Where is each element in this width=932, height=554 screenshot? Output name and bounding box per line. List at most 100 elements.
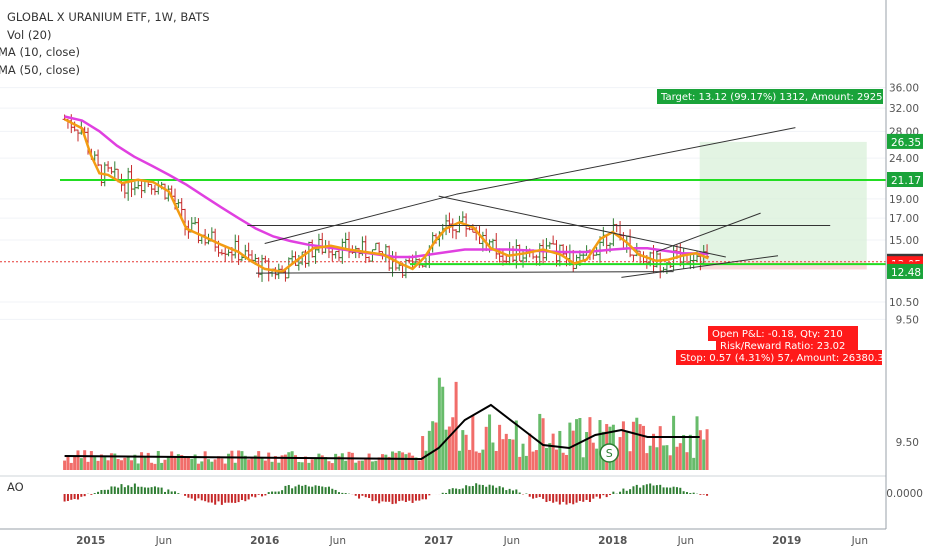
ao-bar (298, 485, 300, 494)
ao-bar (308, 486, 310, 494)
ao-bar (649, 483, 651, 494)
ao-bar (294, 486, 296, 494)
volume-bar (495, 451, 498, 470)
ao-bar (642, 485, 644, 494)
volume-bar (301, 462, 304, 470)
volume-bar (639, 424, 642, 470)
ao-bar (100, 490, 102, 494)
ao-bar (572, 494, 574, 504)
ao-bar (331, 489, 333, 494)
volume-bar (120, 460, 123, 470)
ao-bar (555, 494, 557, 502)
ao-bar (612, 492, 614, 494)
volume-bar (93, 456, 96, 470)
ao-bar (676, 487, 678, 494)
ao-bar (392, 494, 394, 504)
ao-bar (673, 487, 675, 494)
volume-bar (160, 463, 163, 470)
price-tick-label: 36.00 (889, 83, 919, 95)
volume-bar (334, 454, 337, 470)
volume-bar (317, 454, 320, 470)
volume-bar (143, 457, 146, 470)
price-label: 26.35 (891, 137, 921, 149)
volume-bar (552, 434, 555, 470)
volume-bar (163, 460, 166, 470)
volume-bar (140, 452, 143, 470)
ao-bar (161, 488, 163, 494)
study-ma10[interactable]: MA (10, close) (0, 45, 80, 59)
ao-bar (228, 494, 230, 503)
ao-bar (452, 488, 454, 494)
study-volume[interactable]: Vol (20) (7, 28, 51, 42)
ao-bar (84, 494, 86, 496)
ao-bar (646, 484, 648, 494)
ao-bar (207, 494, 209, 502)
volume-bar (117, 459, 120, 470)
volume-bar (271, 462, 274, 470)
ao-bar (669, 488, 671, 494)
volume-bar (401, 452, 404, 470)
volume-bar (485, 427, 488, 470)
ao-bar (422, 494, 424, 499)
volume-bar (525, 456, 528, 470)
ao-bar (147, 488, 149, 494)
ao-bar (576, 494, 578, 503)
price-tick-label: 17.00 (889, 213, 919, 225)
ao-bar (539, 494, 541, 497)
ao-bar (371, 494, 373, 501)
volume-bar (706, 429, 709, 470)
volume-bar (652, 434, 655, 470)
ao-bar (479, 485, 481, 494)
ao-bar (231, 494, 233, 503)
ao-bar (589, 494, 591, 502)
volume-bar (384, 455, 387, 470)
study-ma50[interactable]: MA (50, close) (0, 63, 80, 77)
volume-bar (682, 435, 685, 470)
ao-bar (462, 488, 464, 494)
ao-bar (201, 494, 203, 500)
ao-bar (666, 487, 668, 494)
ao-bar (345, 493, 347, 494)
volume-bar (685, 452, 688, 470)
volume-bar (508, 439, 511, 470)
volume-bar (348, 452, 351, 470)
volume-bar (465, 435, 468, 470)
volume-bar (528, 434, 531, 470)
volume-bar (645, 453, 648, 470)
volume-bar (428, 431, 431, 470)
volume-bar (250, 459, 253, 470)
volume-bar (190, 459, 193, 470)
ao-bar (381, 494, 383, 501)
ao-bar (238, 494, 240, 502)
volume-bar (478, 453, 481, 470)
target-zone[interactable] (700, 142, 867, 262)
study-ao[interactable]: AO (7, 480, 24, 494)
volume-bar (562, 453, 565, 470)
ao-bar (566, 494, 568, 505)
volume-bar (237, 450, 240, 470)
volume-bar (76, 450, 79, 470)
volume-bar (451, 417, 454, 470)
ao-bar (385, 494, 387, 502)
ao-bar (442, 493, 444, 494)
price-label: 12.48 (891, 267, 921, 279)
ao-bar (355, 494, 357, 496)
ao-bar (365, 494, 367, 497)
ao-bar (117, 488, 119, 494)
volume-bar (418, 460, 421, 470)
ao-bar (492, 485, 494, 494)
volume-bar (635, 418, 638, 470)
volume-bar (588, 417, 591, 470)
ao-bar (388, 494, 390, 502)
volume-bar (264, 461, 267, 470)
ao-bar (468, 486, 470, 494)
volume-bar (458, 451, 461, 470)
volume-bar (103, 457, 106, 470)
ao-bar (599, 494, 601, 499)
time-tick-label: Jun (677, 535, 694, 547)
price-tick-label: 10.50 (889, 297, 919, 309)
ao-bar (187, 494, 189, 498)
ao-bar (559, 494, 561, 505)
